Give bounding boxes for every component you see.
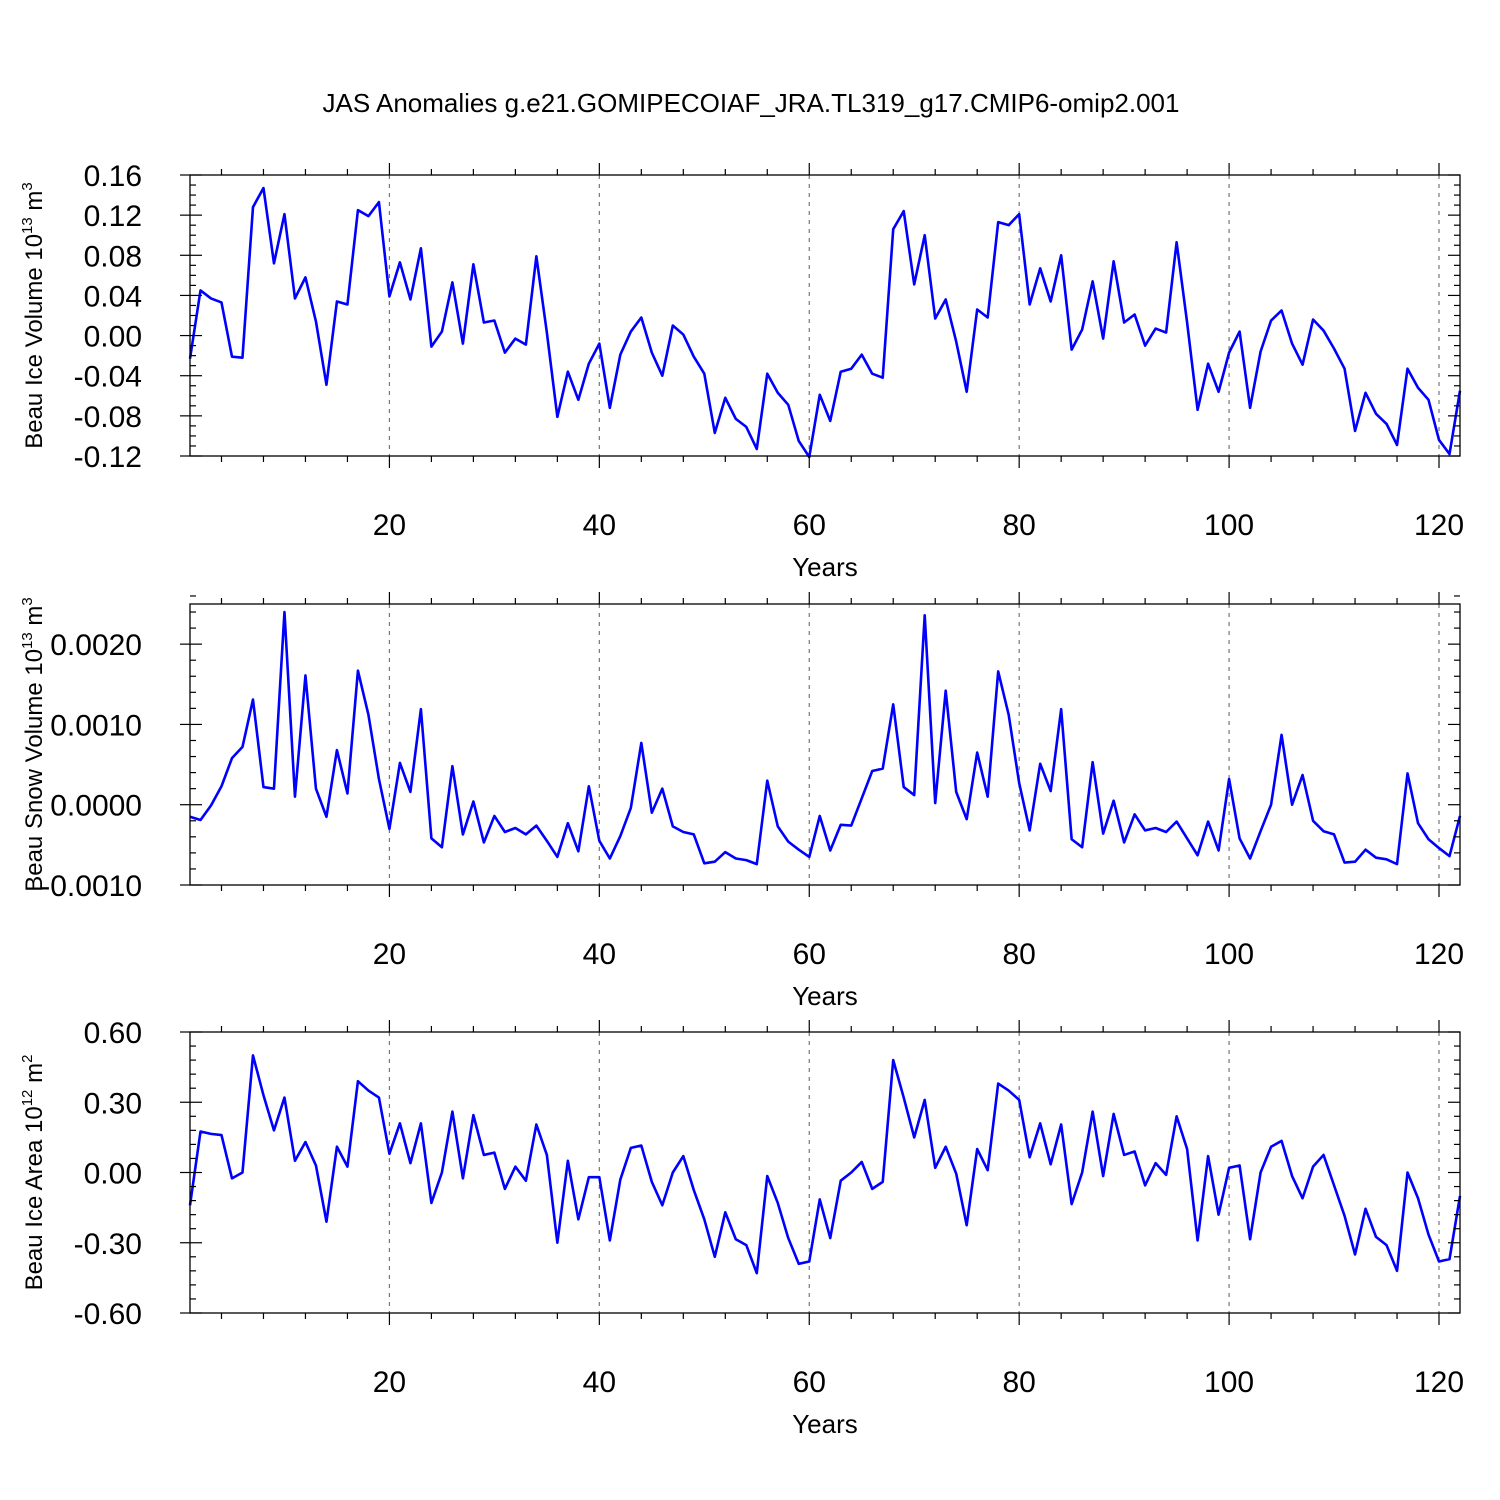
y-tick-label: -0.30 — [74, 1228, 142, 1261]
y-axis-label-exponent: 13 — [19, 217, 36, 234]
y-tick-label: -0.08 — [74, 401, 142, 434]
y-axis-label-exponent: 12 — [19, 1090, 36, 1107]
y-tick-label: -0.12 — [74, 441, 142, 474]
panels: 0.16 0.12 0.08 0.04 0.00 -0.04 -0.08 -0.12 20 40 6… — [19, 160, 1464, 1439]
x-tick-label: 60 — [793, 1366, 826, 1399]
y-tick-label: -0.0010 — [40, 870, 142, 903]
plot-frame — [189, 603, 1461, 886]
panel-3: 0.60 0.30 0.00 -0.30 -0.60 20 40 60 80 100 120 Year… — [19, 1017, 1464, 1439]
chart-title: JAS Anomalies g.e21.GOMIPECOIAF_JRA.TL31… — [323, 88, 1180, 118]
y-tick-label: -0.04 — [74, 361, 142, 394]
y-tick-label: 0.60 — [84, 1017, 142, 1050]
x-tick-label: 80 — [1002, 1366, 1035, 1399]
y-axis-label-unit-exponent: 2 — [19, 1055, 36, 1063]
y-axis-label: Beau Ice Volume 1013 m3 — [19, 182, 48, 449]
y-axis-label-text: Beau Snow Volume 10 — [21, 649, 48, 892]
y-axis-label: Beau Snow Volume 1013 m3 — [19, 597, 48, 892]
y-axis-label-unit-exponent: 3 — [19, 597, 36, 605]
y-axis-label-text: Beau Ice Volume 10 — [21, 234, 48, 449]
y-tick-label: 0.30 — [84, 1087, 142, 1120]
data-line — [188, 186, 1462, 459]
y-tick-label: 0.0020 — [50, 629, 142, 662]
x-tick-label: 40 — [583, 509, 616, 542]
x-tick-label: 60 — [793, 938, 826, 971]
x-axis-label: Years — [792, 552, 858, 582]
y-tick-label: 0.00 — [84, 1158, 142, 1191]
y-tick-label: 0.0000 — [50, 790, 142, 823]
x-axis-label: Years — [792, 1409, 858, 1439]
x-tick-label: 100 — [1204, 509, 1254, 542]
y-axis-label-unit: m — [21, 606, 48, 633]
y-tick-label: 0.16 — [84, 160, 142, 193]
x-axis-label: Years — [792, 981, 858, 1011]
x-tick-label: 80 — [1002, 938, 1035, 971]
x-tick-label: 80 — [1002, 509, 1035, 542]
y-axis-label-unit: m — [21, 191, 48, 218]
plot-frame — [189, 1031, 1461, 1314]
x-tick-label: 120 — [1414, 509, 1464, 542]
x-tick-label: 20 — [373, 1366, 406, 1399]
y-tick-label: 0.04 — [84, 280, 142, 313]
panel-2: 0.0020 0.0010 0.0000 -0.0010 20 40 60 80 100 120 Y… — [19, 592, 1464, 1011]
x-tick-label: 20 — [373, 509, 406, 542]
y-axis-label-exponent: 13 — [19, 632, 36, 649]
y-tick-label: 0.12 — [84, 200, 142, 233]
y-tick-label: 0.0010 — [50, 709, 142, 742]
x-tick-label: 120 — [1414, 1366, 1464, 1399]
x-tick-label: 40 — [583, 938, 616, 971]
x-tick-label: 60 — [793, 509, 826, 542]
x-tick-label: 120 — [1414, 938, 1464, 971]
y-axis-label-text: Beau Ice Area 10 — [21, 1106, 48, 1290]
x-tick-label: 20 — [373, 938, 406, 971]
y-tick-label: 0.08 — [84, 240, 142, 273]
x-tick-label: 40 — [583, 1366, 616, 1399]
y-axis-label: Beau Ice Area 1012 m2 — [19, 1055, 48, 1291]
data-line — [189, 610, 1462, 866]
y-axis-label-unit-exponent: 3 — [19, 182, 36, 190]
x-tick-label: 100 — [1204, 938, 1254, 971]
data-line — [188, 1054, 1462, 1275]
y-tick-label: -0.60 — [74, 1298, 142, 1331]
panel-1: 0.16 0.12 0.08 0.04 0.00 -0.04 -0.08 -0.12 20 40 6… — [19, 160, 1464, 582]
y-tick-label: 0.00 — [84, 321, 142, 354]
x-tick-label: 100 — [1204, 1366, 1254, 1399]
y-axis-label-unit: m — [21, 1063, 48, 1090]
